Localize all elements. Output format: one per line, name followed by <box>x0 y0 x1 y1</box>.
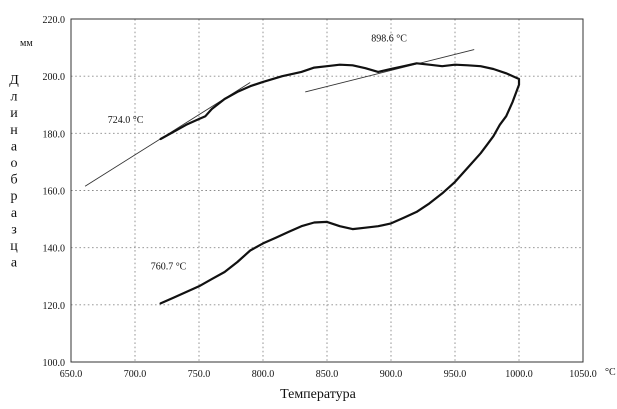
x-axis-label: Температура <box>280 387 357 402</box>
grid <box>71 19 583 362</box>
x-tick-label: 700.0 <box>124 369 147 380</box>
y-tick-label: 180.0 <box>43 129 66 140</box>
annotation-label: 760.7 °C <box>151 262 187 273</box>
x-tick-label: 750.0 <box>188 369 211 380</box>
y-tick-label: 200.0 <box>43 72 66 83</box>
annotations: 724.0 °C 898.6 °C 760.7 °C <box>108 34 407 273</box>
y-tick-labels: 100.0 120.0 140.0 160.0 180.0 200.0 220.0 <box>43 15 66 369</box>
x-tick-label: 950.0 <box>444 369 467 380</box>
series-layer <box>159 62 521 305</box>
tangent-lines <box>84 49 475 187</box>
x-tick-labels: 650.0 700.0 750.0 800.0 850.0 900.0 950.0 1000.… <box>60 369 597 380</box>
plot-frame <box>70 18 584 363</box>
x-tick-label: 900.0 <box>380 369 403 380</box>
x-unit-label: °C <box>605 367 616 378</box>
annotation-label: 724.0 °C <box>108 115 144 126</box>
tangent-line <box>305 49 475 93</box>
y-tick-label: 160.0 <box>43 187 66 198</box>
series-line <box>159 62 521 305</box>
y-unit-label: мм <box>20 38 33 49</box>
x-tick-label: 850.0 <box>316 369 339 380</box>
x-tick-label: 800.0 <box>252 369 275 380</box>
x-tick-label: 650.0 <box>60 369 83 380</box>
y-tick-label: 100.0 <box>43 358 66 369</box>
x-tick-label: 1050.0 <box>569 369 597 380</box>
y-tick-label: 120.0 <box>43 301 66 312</box>
y-tick-label: 140.0 <box>43 244 66 255</box>
annotation-label: 898.6 °C <box>371 34 407 45</box>
x-tick-label: 1000.0 <box>505 369 533 380</box>
y-tick-label: 220.0 <box>43 15 66 26</box>
